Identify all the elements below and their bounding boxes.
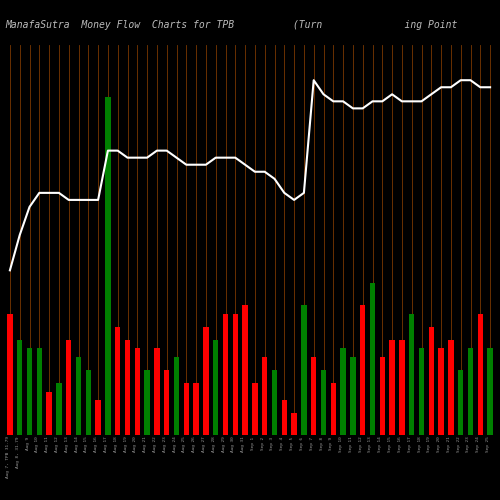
Bar bbox=[203, 326, 208, 435]
Bar bbox=[56, 383, 62, 435]
Bar bbox=[380, 357, 385, 435]
Bar bbox=[419, 348, 424, 435]
Bar bbox=[262, 357, 268, 435]
Bar bbox=[458, 370, 464, 435]
Bar bbox=[301, 305, 306, 435]
Bar bbox=[311, 357, 316, 435]
Bar bbox=[27, 348, 32, 435]
Bar bbox=[194, 383, 199, 435]
Bar bbox=[164, 370, 170, 435]
Bar bbox=[390, 340, 395, 435]
Bar bbox=[252, 383, 258, 435]
Bar bbox=[242, 305, 248, 435]
Bar bbox=[399, 340, 404, 435]
Bar bbox=[174, 357, 179, 435]
Text: ManafaSutra  Money Flow  Charts for TPB          (Turn              ing Point: ManafaSutra Money Flow Charts for TPB (T… bbox=[5, 20, 458, 30]
Bar bbox=[76, 357, 81, 435]
Bar bbox=[448, 340, 454, 435]
Bar bbox=[46, 392, 52, 435]
Bar bbox=[428, 326, 434, 435]
Bar bbox=[468, 348, 473, 435]
Bar bbox=[292, 414, 297, 435]
Bar bbox=[36, 348, 42, 435]
Bar bbox=[370, 284, 375, 435]
Bar bbox=[125, 340, 130, 435]
Bar bbox=[213, 340, 218, 435]
Bar bbox=[184, 383, 189, 435]
Bar bbox=[232, 314, 238, 435]
Bar bbox=[478, 314, 483, 435]
Bar bbox=[409, 314, 414, 435]
Bar bbox=[330, 383, 336, 435]
Bar bbox=[350, 357, 356, 435]
Bar bbox=[223, 314, 228, 435]
Bar bbox=[86, 370, 91, 435]
Bar bbox=[438, 348, 444, 435]
Bar bbox=[134, 348, 140, 435]
Bar bbox=[272, 370, 277, 435]
Bar bbox=[340, 348, 346, 435]
Bar bbox=[66, 340, 71, 435]
Bar bbox=[96, 400, 101, 435]
Bar bbox=[105, 97, 110, 435]
Bar bbox=[321, 370, 326, 435]
Bar bbox=[154, 348, 160, 435]
Bar bbox=[17, 340, 22, 435]
Bar bbox=[360, 305, 366, 435]
Bar bbox=[282, 400, 287, 435]
Bar bbox=[488, 348, 493, 435]
Bar bbox=[115, 326, 120, 435]
Bar bbox=[7, 314, 12, 435]
Bar bbox=[144, 370, 150, 435]
